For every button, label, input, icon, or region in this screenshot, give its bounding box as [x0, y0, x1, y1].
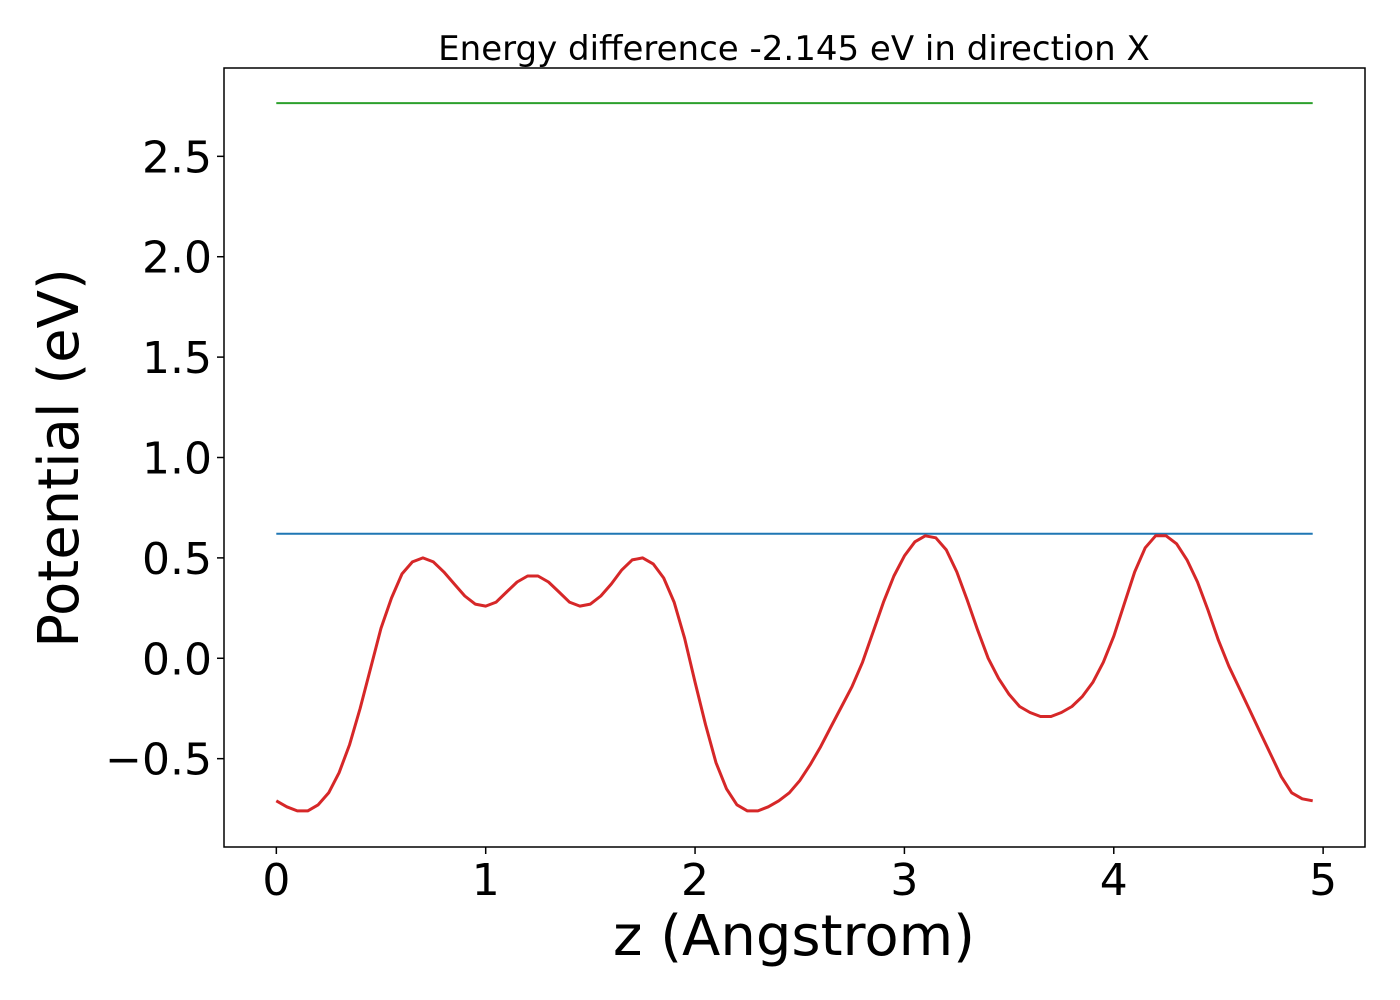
- x-axis-ticks: 0 1 2 3 4 5: [262, 847, 1337, 906]
- y-tick-label: 0.0: [142, 634, 212, 685]
- x-tick-label: 5: [1309, 855, 1337, 906]
- y-tick-label: 0.5: [142, 534, 212, 585]
- plot-area-frame: [223, 67, 1366, 848]
- x-tick-label: 3: [890, 855, 918, 906]
- y-axis-ticks: −0.5 0.0 0.5 1.0 1.5 2.0 2.5: [105, 132, 224, 786]
- series-line-3: [275, 534, 1313, 813]
- x-tick-label: 1: [472, 855, 500, 906]
- x-tick-label: 4: [1100, 855, 1128, 906]
- chart-title: Energy difference -2.145 eV in direction…: [438, 29, 1150, 69]
- y-tick-label: −0.5: [105, 735, 212, 786]
- x-axis-label: z (Angstrom): [613, 904, 975, 969]
- x-tick-label: 2: [681, 855, 709, 906]
- y-tick-label: 1.5: [142, 333, 212, 384]
- y-tick-label: 1.0: [142, 434, 212, 485]
- y-tick-label: 2.5: [142, 132, 212, 183]
- y-tick-label: 2.0: [142, 233, 212, 284]
- y-axis-label: Potential (eV): [27, 268, 92, 648]
- series-layer: [275, 102, 1313, 813]
- x-tick-label: 0: [262, 855, 290, 906]
